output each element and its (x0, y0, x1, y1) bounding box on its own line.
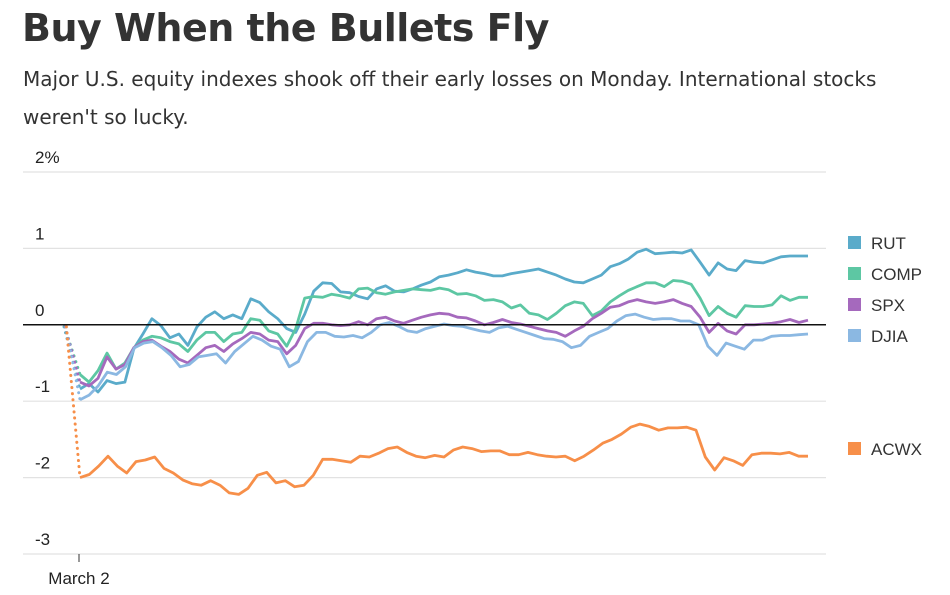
x-tick-label: March 2 (48, 569, 109, 588)
legend-item-acwx: ACWX (848, 440, 922, 459)
series-line-rut (79, 247, 808, 394)
legend-label: SPX (871, 296, 905, 315)
y-tick-label: -1 (35, 377, 50, 396)
y-tick-label: 1 (35, 224, 44, 243)
legend-swatch (848, 267, 861, 280)
chart-title: Buy When the Bullets Fly (22, 6, 549, 50)
series-line-comp (79, 279, 808, 384)
series-lines (62, 247, 809, 496)
x-axis: March 2 (48, 554, 110, 588)
legend-swatch (848, 442, 861, 455)
chart-subtitle: Major U.S. equity indexes shook off thei… (23, 67, 877, 129)
legend: RUT COMP SPX DJIA ACWX (848, 234, 922, 459)
open-connector-rut (62, 325, 82, 391)
legend-item-rut: RUT (848, 234, 906, 253)
legend-swatch (848, 329, 861, 342)
legend-item-spx: SPX (848, 296, 905, 315)
open-connector-acwx (64, 325, 82, 480)
y-tick-label: -3 (35, 530, 50, 549)
legend-label: COMP (871, 265, 922, 284)
series-line-spx (79, 298, 809, 388)
legend-item-comp: COMP (848, 265, 922, 284)
gridlines (23, 171, 826, 555)
legend-label: DJIA (871, 327, 909, 346)
series-line-djia (79, 312, 809, 401)
legend-swatch (848, 236, 861, 249)
open-connector-spx (63, 325, 82, 384)
y-tick-label: -2 (35, 454, 50, 473)
y-tick-label: 2% (35, 148, 60, 167)
legend-label: ACWX (871, 440, 922, 459)
series-line-acwx (79, 422, 808, 496)
legend-label: RUT (871, 234, 906, 253)
y-tick-label: 0 (35, 301, 44, 320)
legend-swatch (848, 298, 861, 311)
y-axis-ticks: 2% 1 0 -1 -2 -3 (35, 148, 60, 549)
legend-item-djia: DJIA (848, 327, 909, 346)
